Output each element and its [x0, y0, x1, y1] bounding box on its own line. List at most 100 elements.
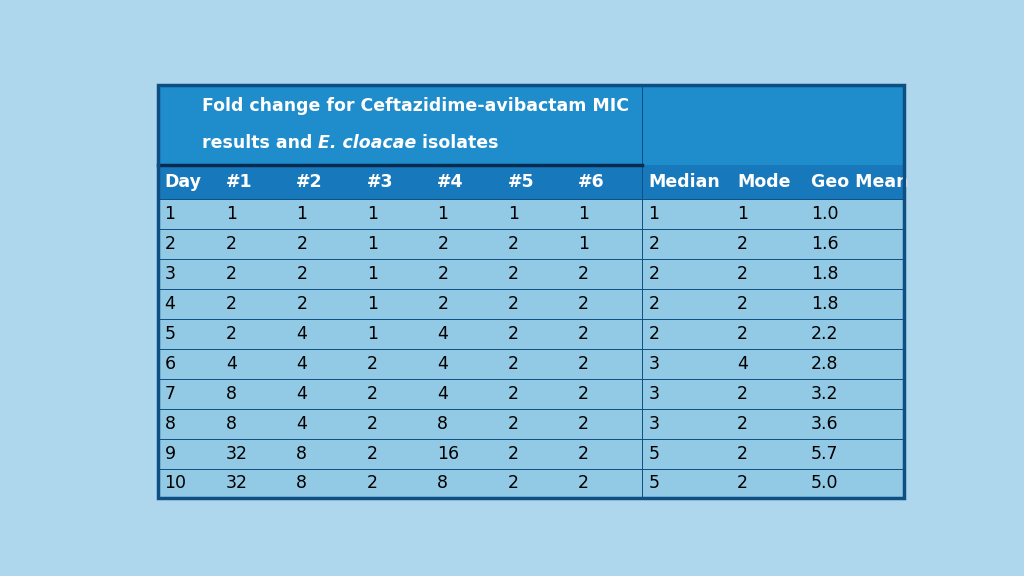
- Text: 3.6: 3.6: [811, 415, 839, 433]
- Text: #2: #2: [296, 173, 323, 191]
- Bar: [502, 165, 571, 199]
- Bar: [431, 349, 502, 379]
- Text: 1.0: 1.0: [811, 205, 839, 223]
- Text: 2: 2: [579, 265, 589, 283]
- Text: 4: 4: [737, 355, 748, 373]
- Text: 2: 2: [737, 415, 749, 433]
- Bar: [502, 229, 571, 259]
- Text: 2: 2: [296, 265, 307, 283]
- Text: 2: 2: [165, 235, 175, 253]
- Bar: [158, 409, 219, 438]
- Bar: [642, 409, 731, 438]
- Bar: [805, 468, 904, 498]
- Text: 2: 2: [648, 265, 659, 283]
- Text: Geo Mean: Geo Mean: [811, 173, 908, 191]
- Text: 2: 2: [579, 475, 589, 492]
- Bar: [571, 349, 642, 379]
- Text: 8: 8: [296, 475, 307, 492]
- Bar: [642, 468, 731, 498]
- Bar: [642, 85, 731, 165]
- Text: 8: 8: [437, 475, 449, 492]
- Text: 2: 2: [508, 295, 519, 313]
- Text: 3: 3: [648, 385, 659, 403]
- Bar: [360, 438, 431, 468]
- Text: 16: 16: [437, 445, 460, 463]
- Bar: [731, 289, 805, 319]
- Bar: [571, 319, 642, 349]
- Bar: [158, 85, 642, 165]
- Bar: [431, 165, 502, 199]
- Bar: [290, 319, 360, 349]
- Text: 1: 1: [367, 205, 378, 223]
- Text: 2: 2: [737, 445, 749, 463]
- Bar: [805, 229, 904, 259]
- Bar: [290, 409, 360, 438]
- Bar: [642, 259, 731, 289]
- Bar: [290, 229, 360, 259]
- Bar: [502, 349, 571, 379]
- Text: 4: 4: [437, 385, 449, 403]
- Bar: [290, 199, 360, 229]
- Text: 5: 5: [648, 475, 659, 492]
- Bar: [805, 319, 904, 349]
- Bar: [158, 349, 219, 379]
- Text: 4: 4: [296, 415, 307, 433]
- Bar: [360, 379, 431, 409]
- Bar: [502, 379, 571, 409]
- Bar: [219, 289, 290, 319]
- Text: #1: #1: [226, 173, 253, 191]
- Bar: [805, 409, 904, 438]
- Bar: [642, 379, 731, 409]
- Bar: [731, 199, 805, 229]
- Text: 1: 1: [579, 205, 589, 223]
- Text: 1: 1: [226, 205, 237, 223]
- Bar: [158, 438, 219, 468]
- Bar: [642, 319, 731, 349]
- Text: 2: 2: [737, 235, 749, 253]
- Bar: [805, 438, 904, 468]
- Text: 2: 2: [579, 295, 589, 313]
- Text: 3: 3: [648, 415, 659, 433]
- Bar: [502, 438, 571, 468]
- Text: 1: 1: [367, 265, 378, 283]
- Bar: [219, 349, 290, 379]
- Bar: [502, 259, 571, 289]
- Text: 1: 1: [367, 295, 378, 313]
- Bar: [290, 349, 360, 379]
- Text: 2: 2: [579, 445, 589, 463]
- Bar: [290, 468, 360, 498]
- Text: 2: 2: [648, 235, 659, 253]
- Bar: [731, 259, 805, 289]
- Text: 2: 2: [508, 325, 519, 343]
- Bar: [805, 199, 904, 229]
- Text: 4: 4: [296, 355, 307, 373]
- Bar: [571, 379, 642, 409]
- Text: #6: #6: [579, 173, 605, 191]
- Bar: [571, 199, 642, 229]
- Text: 2: 2: [508, 475, 519, 492]
- Text: 1: 1: [367, 325, 378, 343]
- Text: 2: 2: [737, 325, 749, 343]
- Text: 4: 4: [296, 385, 307, 403]
- Bar: [158, 468, 219, 498]
- Text: 2: 2: [226, 235, 237, 253]
- Bar: [219, 409, 290, 438]
- Bar: [571, 289, 642, 319]
- Text: 2: 2: [226, 325, 237, 343]
- Bar: [360, 229, 431, 259]
- Bar: [290, 379, 360, 409]
- Text: results and: results and: [202, 134, 318, 151]
- Bar: [431, 468, 502, 498]
- Bar: [571, 165, 642, 199]
- Text: 2: 2: [226, 295, 237, 313]
- Bar: [502, 319, 571, 349]
- Text: 2: 2: [437, 235, 449, 253]
- Bar: [431, 229, 502, 259]
- Bar: [642, 229, 731, 259]
- Text: 4: 4: [296, 325, 307, 343]
- Text: 2: 2: [367, 355, 378, 373]
- Bar: [290, 165, 360, 199]
- Text: 2: 2: [737, 475, 749, 492]
- Text: 1.8: 1.8: [811, 265, 839, 283]
- Bar: [360, 289, 431, 319]
